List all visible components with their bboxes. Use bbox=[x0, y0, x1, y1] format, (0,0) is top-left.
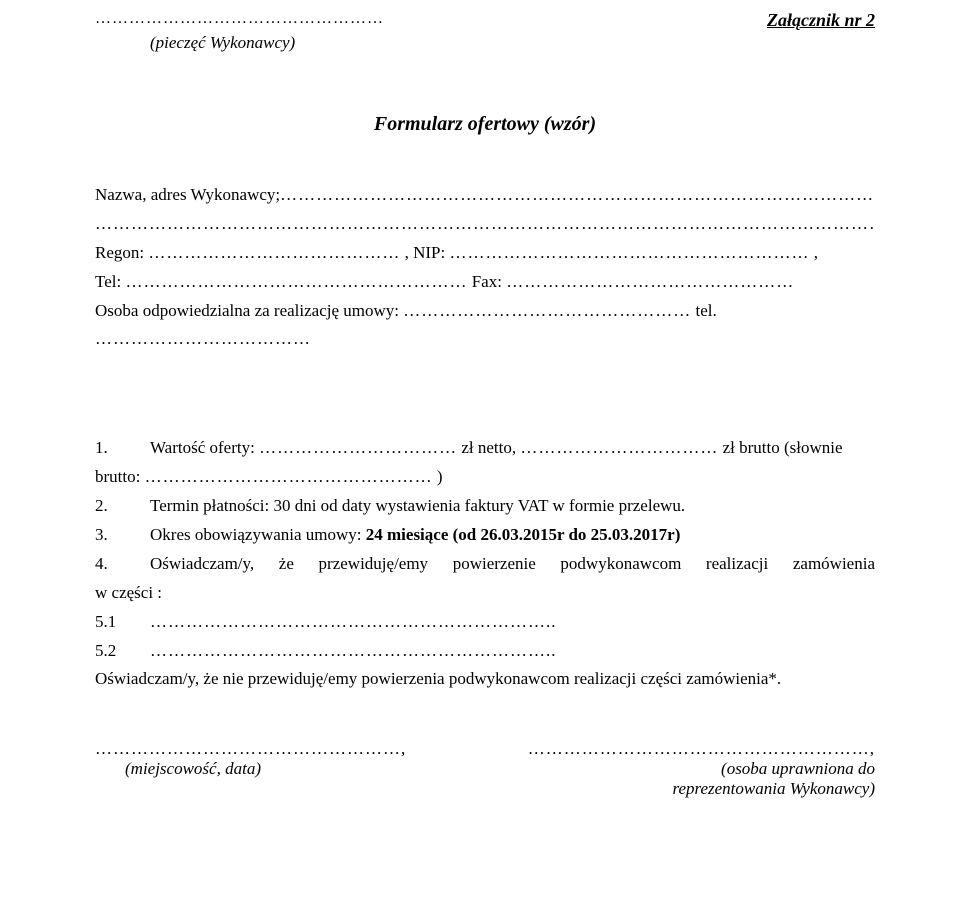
declaration: Oświadczam/y, że nie przewiduję/emy powi… bbox=[95, 665, 875, 694]
regon-dots: …………………………………… bbox=[148, 243, 400, 262]
footer-left-dots: ……………………………………………, bbox=[95, 739, 406, 759]
regon-label: Regon: bbox=[95, 243, 148, 262]
i1-dots-b: …………………………… bbox=[520, 438, 718, 457]
i1b-dots: ………………………………………… bbox=[145, 467, 433, 486]
footer-label-row: (miejscowość, data) (osoba uprawniona do… bbox=[95, 759, 875, 799]
document-page: …………………………………………… Załącznik nr 2 (pieczę… bbox=[0, 0, 960, 903]
nip-trail: , bbox=[814, 243, 818, 262]
i3-text-bold: 24 miesiące (od 26.03.2015r do 25.03.201… bbox=[366, 525, 681, 544]
item-5-2-dots: ………………………………………………………….. bbox=[150, 637, 875, 666]
name-dots: ……………………………………………………………………………………………… bbox=[280, 181, 875, 210]
stamp-caption: (pieczęć Wykonawcy) bbox=[95, 33, 875, 53]
spacer-2 bbox=[95, 694, 875, 739]
item-5-2-num: 5.2 bbox=[95, 637, 150, 666]
footer-dots-row: ……………………………………………, …………………………………………………, bbox=[95, 739, 875, 759]
i1-text-c: zł brutto (słownie bbox=[723, 438, 843, 457]
person-tel-label: tel. bbox=[695, 301, 716, 320]
stamp-block: …………………………………………… bbox=[95, 10, 384, 28]
item-3-content: Okres obowiązywania umowy: 24 miesiące (… bbox=[150, 521, 875, 550]
item-3: 3. Okres obowiązywania umowy: 24 miesiąc… bbox=[95, 521, 875, 550]
header-row: …………………………………………… Załącznik nr 2 bbox=[95, 10, 875, 31]
i1-text-a: Wartość oferty: bbox=[150, 438, 259, 457]
item-4-text: Oświadczam/y, że przewiduję/emy powierze… bbox=[150, 550, 875, 579]
footer-right-1: (osoba uprawniona do bbox=[721, 759, 875, 778]
footer-right-label: (osoba uprawniona do reprezentowania Wyk… bbox=[672, 759, 875, 799]
item-5-1-dots: ………………………………………………………….. bbox=[150, 608, 875, 637]
item-1-cont: brutto: ………………………………………… ) bbox=[95, 463, 875, 492]
name-label: Nazwa, adres Wykonawcy; bbox=[95, 181, 280, 210]
i1b-label: brutto: bbox=[95, 467, 145, 486]
attachment-label: Załącznik nr 2 bbox=[767, 10, 875, 31]
item-5-2: 5.2 ………………………………………………………….. bbox=[95, 637, 875, 666]
item-4: 4. Oświadczam/y, że przewiduję/emy powie… bbox=[95, 550, 875, 579]
item-4-cont: w części : bbox=[95, 579, 875, 608]
person-dots: ………………………………………… bbox=[403, 301, 691, 320]
stamp-dots: …………………………………………… bbox=[95, 10, 384, 28]
item-2: 2. Termin płatności: 30 dni od daty wyst… bbox=[95, 492, 875, 521]
item-1-num: 1. bbox=[95, 434, 150, 463]
name-line: Nazwa, adres Wykonawcy; …………………………………………… bbox=[95, 181, 875, 210]
footer-right-2: reprezentowania Wykonawcy) bbox=[672, 779, 875, 798]
item-1-content: Wartość oferty: …………………………… zł netto, ……… bbox=[150, 434, 875, 463]
footer-right-dots: …………………………………………………, bbox=[528, 739, 875, 759]
spacer bbox=[95, 354, 875, 434]
nip-dots: …………………………………………………… bbox=[449, 243, 809, 262]
item-5-1-num: 5.1 bbox=[95, 608, 150, 637]
item-1: 1. Wartość oferty: …………………………… zł netto,… bbox=[95, 434, 875, 463]
fax-label: Fax: bbox=[472, 272, 506, 291]
item-2-num: 2. bbox=[95, 492, 150, 521]
item-3-num: 3. bbox=[95, 521, 150, 550]
fax-dots: ………………………………………… bbox=[506, 272, 794, 291]
item-4-num: 4. bbox=[95, 550, 150, 579]
address-dots: …………………………………………………………………………………………………………… bbox=[95, 210, 875, 239]
item-5-1: 5.1 ………………………………………………………….. bbox=[95, 608, 875, 637]
i3-text-a: Okres obowiązywania umowy: bbox=[150, 525, 366, 544]
footer-left-label: (miejscowość, data) bbox=[95, 759, 261, 799]
form-title: Formularz ofertowy (wzór) bbox=[95, 113, 875, 136]
i1-text-b: zł netto, bbox=[461, 438, 520, 457]
person-tel-dots: ……………………………… bbox=[95, 329, 311, 348]
regon-nip-line: Regon: …………………………………… , NIP: ……………………………… bbox=[95, 239, 875, 268]
i1b-close: ) bbox=[437, 467, 443, 486]
nip-label: , NIP: bbox=[405, 243, 450, 262]
person-line: Osoba odpowiedzialna za realizację umowy… bbox=[95, 297, 875, 355]
tel-fax-line: Tel: ………………………………………………… Fax: …………………………… bbox=[95, 268, 875, 297]
person-label: Osoba odpowiedzialna za realizację umowy… bbox=[95, 301, 403, 320]
tel-dots: ………………………………………………… bbox=[125, 272, 467, 291]
item-2-text: Termin płatności: 30 dni od daty wystawi… bbox=[150, 492, 875, 521]
i1-dots-a: …………………………… bbox=[259, 438, 457, 457]
address-line: …………………………………………………………………………………………………………… bbox=[95, 210, 875, 239]
tel-label: Tel: bbox=[95, 272, 125, 291]
